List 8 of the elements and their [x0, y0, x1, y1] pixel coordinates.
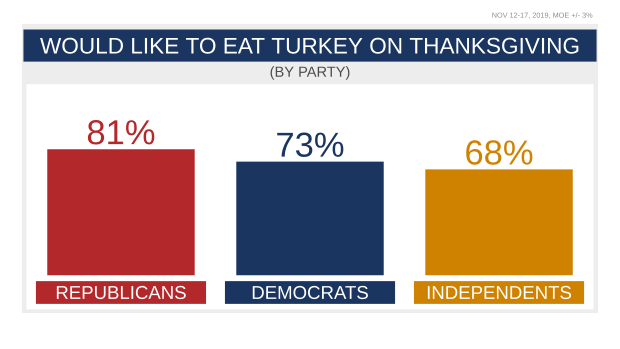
data-label: 68% — [466, 140, 532, 165]
data-label: 73% — [277, 132, 344, 157]
x-tick-label: INDEPENDENTS — [428, 286, 572, 300]
chart-subtitle: (BY PARTY) — [270, 66, 350, 80]
x-tick-label: REPUBLICANS — [56, 286, 186, 300]
chart-title: WOULD LIKE TO EAT TURKEY ON THANKSGIVING — [40, 38, 578, 54]
data-label: 81% — [88, 120, 154, 145]
x-tick-label: DEMOCRATS — [252, 286, 368, 300]
